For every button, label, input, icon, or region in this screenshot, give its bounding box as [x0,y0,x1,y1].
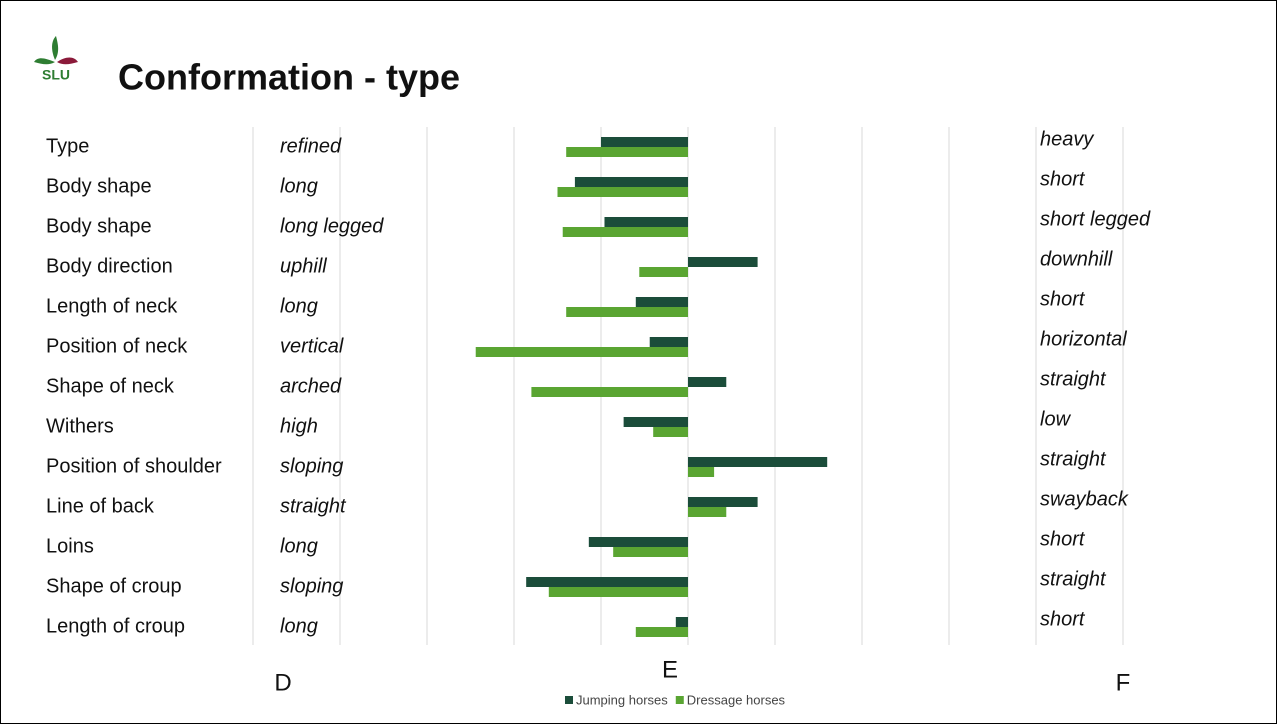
left-descriptor: long [280,535,318,557]
bar [688,497,758,507]
bar [653,427,688,437]
category-label: Line of back [46,495,155,517]
category-label: Position of neck [46,335,188,357]
category-label: Loins [46,535,94,557]
logo: SLU [34,36,78,83]
bar [688,457,828,467]
left-descriptor: long [280,295,318,317]
bar [635,627,688,637]
bar [548,587,688,597]
right-descriptor: short [1040,168,1086,190]
right-descriptor: swayback [1040,488,1129,510]
left-descriptor: arched [280,375,342,397]
bar [649,337,688,347]
bar [623,417,688,427]
chart-title: Conformation - type [118,57,460,98]
left-descriptor: vertical [280,335,344,357]
bar [675,617,688,627]
bar [566,147,688,157]
bar [688,467,715,477]
bar [639,267,688,277]
bar [588,537,688,547]
category-label: Position of shoulder [46,455,222,477]
bar [613,547,688,557]
bar [601,137,688,147]
left-descriptor: refined [280,135,342,157]
logo-text: SLU [42,67,70,83]
category-label: Length of neck [46,295,178,317]
left-descriptor: sloping [280,455,343,477]
x-tick-label: D [274,669,291,696]
bar [688,507,727,517]
bar [526,577,688,587]
category-label: Length of croup [46,615,185,637]
bar [635,297,688,307]
left-descriptor: uphill [280,255,327,277]
right-descriptor: short [1040,288,1086,310]
right-descriptor: straight [1040,368,1107,390]
bar [562,227,688,237]
right-descriptor: short legged [1040,208,1151,230]
left-descriptor: high [280,415,318,437]
category-label: Shape of croup [46,575,182,597]
right-descriptor: straight [1040,568,1107,590]
x-tick-label: F [1116,669,1131,696]
right-descriptor: short [1040,528,1086,550]
legend-label: Dressage horses [687,692,786,707]
right-descriptor: downhill [1040,248,1113,270]
legend-label: Jumping horses [576,692,668,707]
category-label: Body shape [46,215,152,237]
left-descriptor: long legged [280,215,384,237]
right-descriptor: short [1040,608,1086,630]
bar [688,377,727,387]
x-tick-label: E [662,656,678,683]
right-descriptor: straight [1040,448,1107,470]
left-descriptor: long [280,615,318,637]
bar [574,177,688,187]
right-descriptor: horizontal [1040,328,1127,350]
category-label: Shape of neck [46,375,175,397]
legend-swatch [565,696,573,704]
bar [688,257,758,267]
bar [475,347,688,357]
right-descriptor: low [1040,408,1072,430]
bar [604,217,688,227]
legend-swatch [675,696,684,704]
category-label: Withers [46,415,114,437]
category-label: Body direction [46,255,173,277]
left-descriptor: sloping [280,575,343,597]
category-label: Body shape [46,175,152,197]
bar [531,387,688,397]
bar [557,187,688,197]
category-label: Type [46,135,89,157]
left-descriptor: long [280,175,318,197]
bar [566,307,688,317]
left-descriptor: straight [280,495,347,517]
right-descriptor: heavy [1040,128,1094,150]
